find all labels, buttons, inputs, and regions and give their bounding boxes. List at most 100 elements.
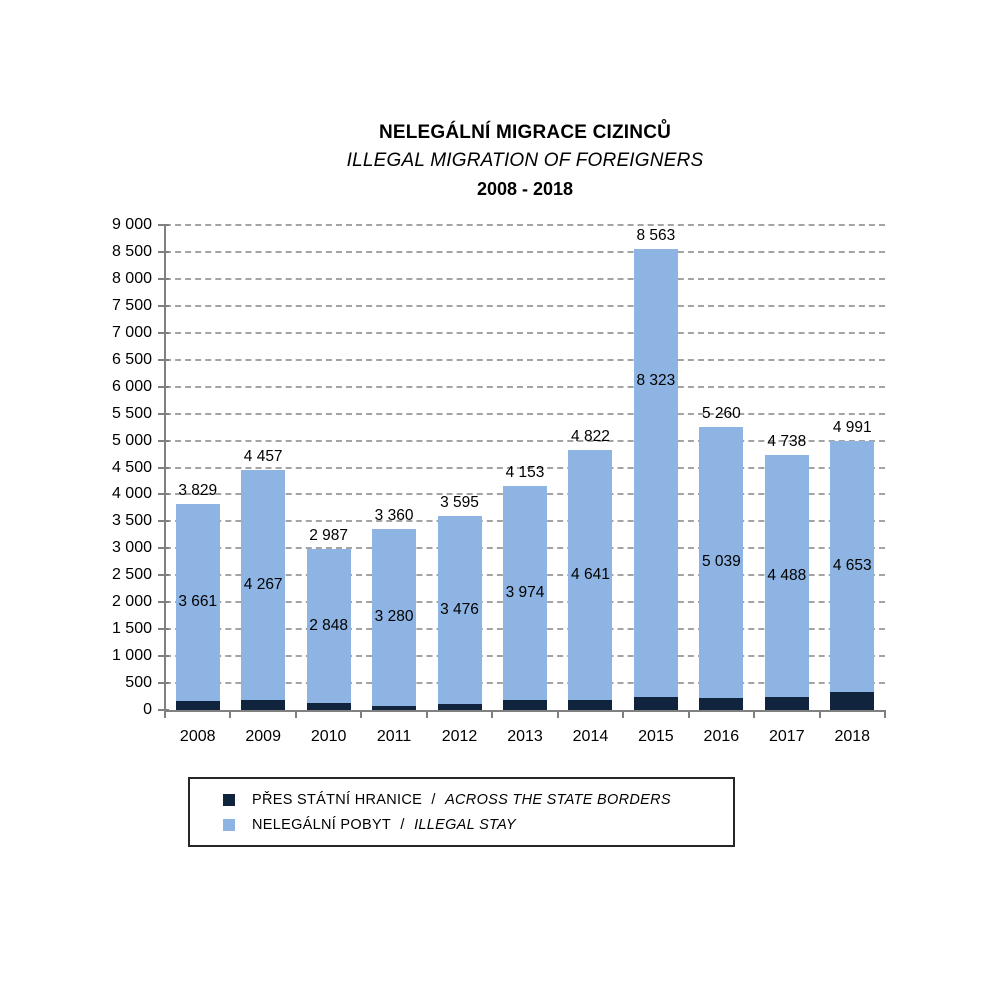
- y-axis-label: 4 000: [111, 485, 152, 503]
- y-axis-tick: [158, 412, 169, 415]
- bar-stay-label: 4 641: [571, 566, 610, 584]
- y-axis-label: 8 000: [111, 269, 152, 287]
- x-axis-tick: [818, 712, 821, 718]
- chart-title-years: 2008 - 2018: [476, 179, 574, 199]
- y-axis-label: 2 000: [111, 593, 152, 611]
- y-gridline: [165, 466, 885, 469]
- bar-segment-across-borders: [372, 705, 417, 710]
- x-axis-label: 2012: [441, 728, 478, 745]
- x-axis-tick: [164, 712, 166, 718]
- chart-title: NELEGÁLNÍ MIGRACE CIZINCŮ ILLEGAL MIGRAT…: [165, 119, 885, 203]
- bar-stay-label: 2 848: [309, 616, 349, 634]
- bar-total-label: 4 822: [571, 428, 610, 446]
- y-axis-tick: [158, 574, 169, 577]
- bar-total-label: 5 260: [701, 404, 741, 422]
- bar-stay-label: 3 974: [505, 584, 545, 602]
- bar-stay-label: 4 653: [832, 557, 872, 575]
- y-gridline: [165, 250, 885, 253]
- bar-segment-across-borders: [568, 700, 613, 710]
- bar-stay-label: 3 476: [440, 600, 479, 618]
- y-axis-tick: [158, 358, 169, 361]
- x-axis-label: 2016: [703, 728, 740, 745]
- y-axis-label: 3 500: [111, 512, 152, 530]
- x-axis-tick: [360, 712, 363, 718]
- bar-segment-across-borders: [306, 702, 351, 710]
- y-gridline: [165, 439, 885, 442]
- x-axis-label: 2009: [245, 728, 281, 745]
- y-gridline: [165, 277, 885, 280]
- bar-total-label: 2 987: [309, 527, 349, 545]
- x-axis-label: 2017: [769, 728, 805, 745]
- y-axis-label: 1 500: [111, 620, 152, 638]
- x-axis-tick: [687, 712, 690, 718]
- y-axis-label: 7 500: [111, 296, 152, 314]
- y-axis-label: 5 000: [111, 431, 152, 449]
- y-gridline: [165, 224, 885, 226]
- x-axis-tick: [229, 712, 232, 718]
- y-axis-tick: [158, 682, 169, 685]
- y-axis-label: 3 000: [111, 539, 152, 557]
- y-gridline: [165, 412, 885, 415]
- x-axis-tick: [491, 712, 494, 718]
- bar-segment-across-borders: [437, 703, 482, 710]
- y-gridline: [165, 385, 885, 388]
- bar-total-label: 3 360: [374, 506, 414, 524]
- legend-label: PŘES STÁTNÍ HRANICE / ACROSS THE STATE B…: [252, 791, 671, 808]
- y-gridline: [165, 304, 885, 307]
- y-axis-tick: [158, 520, 169, 523]
- legend-swatch-icon: [223, 818, 235, 831]
- bar-stay-label: 3 280: [374, 608, 414, 626]
- y-axis-label: 5 500: [111, 404, 152, 422]
- y-axis-label: 1 000: [111, 647, 152, 665]
- bar-segment-across-borders: [175, 700, 220, 710]
- bar-segment-illegal-stay: [830, 441, 875, 692]
- x-axis-label: 2011: [376, 728, 412, 745]
- bar-segment-illegal-stay: [699, 426, 744, 699]
- x-axis-label: 2018: [834, 728, 871, 745]
- y-axis-tick: [158, 493, 169, 496]
- y-axis-label: 0: [143, 701, 152, 718]
- y-axis-tick: [158, 709, 169, 711]
- x-axis-tick: [294, 712, 297, 718]
- y-gridline: [165, 331, 885, 334]
- y-axis-tick: [158, 547, 169, 550]
- bar-segment-illegal-stay: [306, 549, 351, 703]
- x-axis-tick: [556, 712, 559, 718]
- y-axis-tick: [158, 250, 169, 253]
- x-axis-label: 2014: [572, 728, 609, 745]
- y-axis-tick: [158, 224, 169, 226]
- y-axis-label: 6 000: [111, 377, 152, 395]
- bar-segment-illegal-stay: [568, 450, 613, 701]
- y-axis-label: 2 500: [111, 566, 152, 584]
- y-axis-label: 7 000: [111, 323, 152, 341]
- y-axis-tick: [158, 628, 169, 631]
- y-axis-tick: [158, 331, 169, 334]
- bar-total-label: 4 991: [832, 419, 872, 437]
- legend-entry-illegal-stay: NELEGÁLNÍ POBYT / ILLEGAL STAY: [223, 817, 733, 833]
- bar-segment-illegal-stay: [633, 248, 678, 698]
- chart-title-english: ILLEGAL MIGRATION OF FOREIGNERS: [346, 150, 704, 171]
- chart-title-czech: NELEGÁLNÍ MIGRACE CIZINCŮ: [378, 122, 672, 143]
- bar-segment-across-borders: [241, 699, 286, 710]
- x-axis-label: 2008: [179, 728, 216, 745]
- x-axis-label: 2013: [507, 728, 543, 745]
- y-axis-tick: [158, 439, 169, 442]
- bar-segment-illegal-stay: [372, 528, 417, 706]
- bar-segment-across-borders: [633, 697, 678, 710]
- bar-stay-label: 8 323: [636, 372, 676, 390]
- bar-total-label: 4 457: [243, 447, 283, 465]
- bar-total-label: 3 595: [440, 494, 479, 512]
- bar-total-label: 4 153: [505, 464, 545, 482]
- x-axis-tick: [884, 712, 886, 718]
- x-axis-tick: [425, 712, 428, 718]
- y-axis-label: 6 500: [111, 350, 152, 368]
- bar-segment-illegal-stay: [175, 503, 220, 701]
- bar-segment-illegal-stay: [241, 469, 286, 700]
- bar-segment-across-borders: [830, 691, 875, 710]
- x-axis-tick: [753, 712, 756, 718]
- bar-total-label: 8 563: [636, 226, 676, 244]
- y-axis-tick: [158, 385, 169, 388]
- bar-stay-label: 4 488: [767, 566, 807, 584]
